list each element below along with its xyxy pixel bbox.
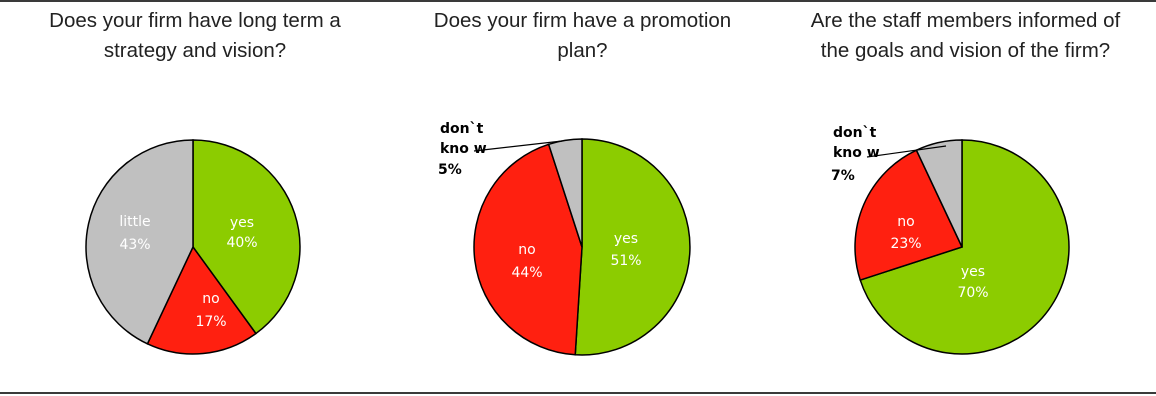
pie-slice-yes: [574, 138, 691, 356]
slice-label-no: no: [897, 214, 914, 230]
chart-title-line: plan?: [557, 39, 608, 62]
chart-title-line: strategy and vision?: [103, 39, 287, 62]
pie-chart-promotion: yes 51% no 44% don`t kno w 5%: [438, 121, 691, 356]
pie-labels: yes 51% no 44% don`t kno w 5%: [438, 121, 642, 281]
leader-line: [866, 145, 947, 158]
slice-pct-no: 17%: [195, 314, 226, 330]
pie-chart-strategy: yes 40% no 17% little 43%: [85, 139, 301, 355]
slice-pct-yes: 51%: [610, 253, 641, 269]
leader-line: [473, 140, 563, 152]
slice-pct-dont-know: 5%: [438, 162, 462, 178]
slice-label-little: little: [119, 214, 150, 230]
slice-label-yes: yes: [614, 231, 638, 247]
chart-title-line: Does your firm have a promotion: [433, 9, 732, 32]
pie-chart-informed: yes 70% no 23% don`t kno w 7%: [831, 125, 1070, 355]
slice-label-no: no: [518, 242, 535, 258]
pie-slices: [854, 139, 1070, 355]
chart-panel-informed: Are the staff members informed of the go…: [775, 0, 1156, 392]
bottom-rule: [0, 392, 1156, 394]
pie-slices: [473, 138, 691, 356]
slice-pct-dont-know: 7%: [831, 168, 855, 184]
slice-pct-yes: 40%: [226, 235, 257, 251]
pie-labels: yes 70% no 23% don`t kno w 7%: [831, 125, 989, 301]
chart-panel-strategy: Does your firm have long term a strategy…: [0, 0, 390, 392]
chart-title-line: Does your firm have long term a: [49, 9, 341, 32]
slice-label-dont-know: don`t kno w: [833, 125, 880, 161]
pie-slice-no: [854, 149, 964, 282]
chart-title-line: the goals and vision of the firm?: [820, 39, 1111, 62]
chart-title: Does your firm have a promotion plan?: [390, 6, 775, 66]
chart-title: Are the staff members informed of the go…: [775, 6, 1156, 66]
slice-pct-no: 23%: [890, 236, 921, 252]
slice-label-yes: yes: [230, 215, 254, 231]
pie-slice-little: [85, 139, 194, 345]
slice-pct-little: 43%: [119, 237, 150, 253]
top-rule: [0, 0, 1156, 2]
chart-panel-promotion: Does your firm have a promotion plan? ye…: [390, 0, 775, 392]
slice-label-dont-know: don`t kno w: [440, 121, 487, 157]
chart-title-line: Are the staff members informed of: [810, 9, 1121, 32]
slice-pct-yes: 70%: [957, 285, 988, 301]
pie-slice-no: [146, 245, 257, 355]
pie-slice-no: [473, 143, 583, 356]
slice-pct-no: 44%: [511, 265, 542, 281]
chart-title: Does your firm have long term a strategy…: [0, 6, 390, 66]
pie-slice-don-t-kno-w: [547, 138, 583, 248]
slice-label-no: no: [202, 291, 219, 307]
pie-slice-yes: [859, 139, 1070, 355]
pie-slice-yes: [192, 139, 301, 335]
pie-slices: [85, 139, 301, 355]
pie-labels: yes 40% no 17% little 43%: [119, 214, 257, 330]
slice-label-yes: yes: [961, 264, 985, 280]
